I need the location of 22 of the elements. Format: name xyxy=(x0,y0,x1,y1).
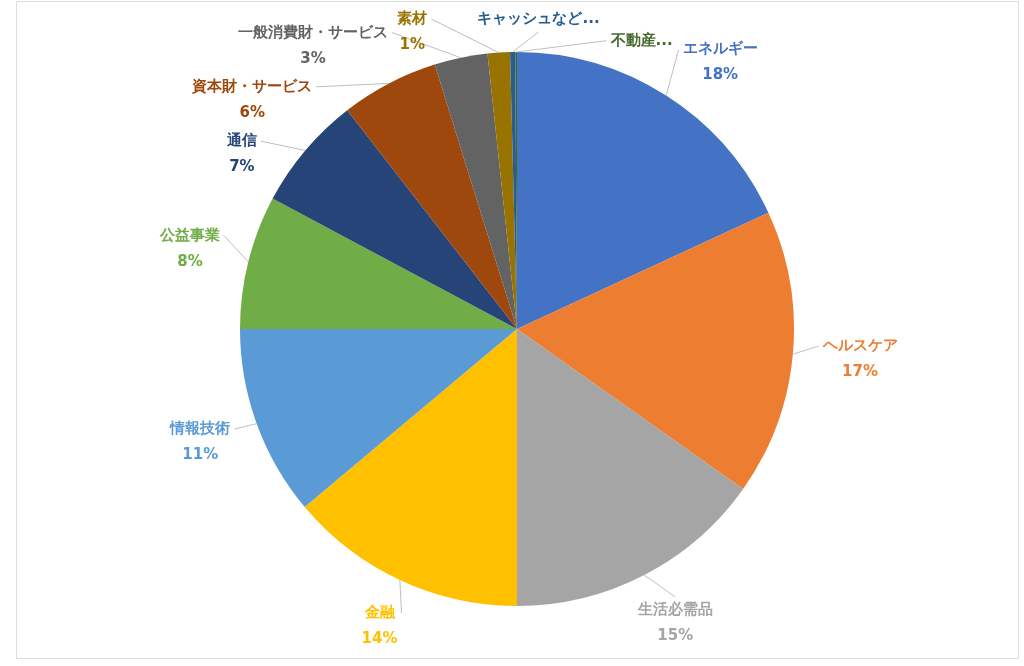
slice-label: 一般消費財・サービス xyxy=(238,22,389,41)
data-label: 11% xyxy=(182,444,219,463)
data-label: 7% xyxy=(229,157,255,176)
slice-label: エネルギー xyxy=(682,39,758,58)
data-label: 17% xyxy=(842,362,879,381)
slice-label: ヘルスケア xyxy=(821,336,898,355)
data-label: 3% xyxy=(300,48,326,67)
slice-label: 資本財・サービス xyxy=(191,76,313,95)
data-label: 15% xyxy=(657,625,694,644)
slice-label: 素材 xyxy=(397,8,428,27)
slice-label: 公益事業 xyxy=(159,225,221,244)
slice-label: 通信 xyxy=(225,131,257,150)
data-label: 6% xyxy=(239,102,266,121)
slice-label: 金融 xyxy=(363,602,396,621)
data-label: 1% xyxy=(399,34,426,53)
data-label: 8% xyxy=(177,251,203,270)
data-label: 18% xyxy=(702,65,739,84)
slice-label: キャッシュなど... xyxy=(477,8,600,27)
slice-label: 生活必需品 xyxy=(636,599,713,618)
data-label: 14% xyxy=(361,628,398,647)
slice-label: 不動産... xyxy=(609,30,673,49)
slice-label: 情報技術 xyxy=(169,418,231,437)
